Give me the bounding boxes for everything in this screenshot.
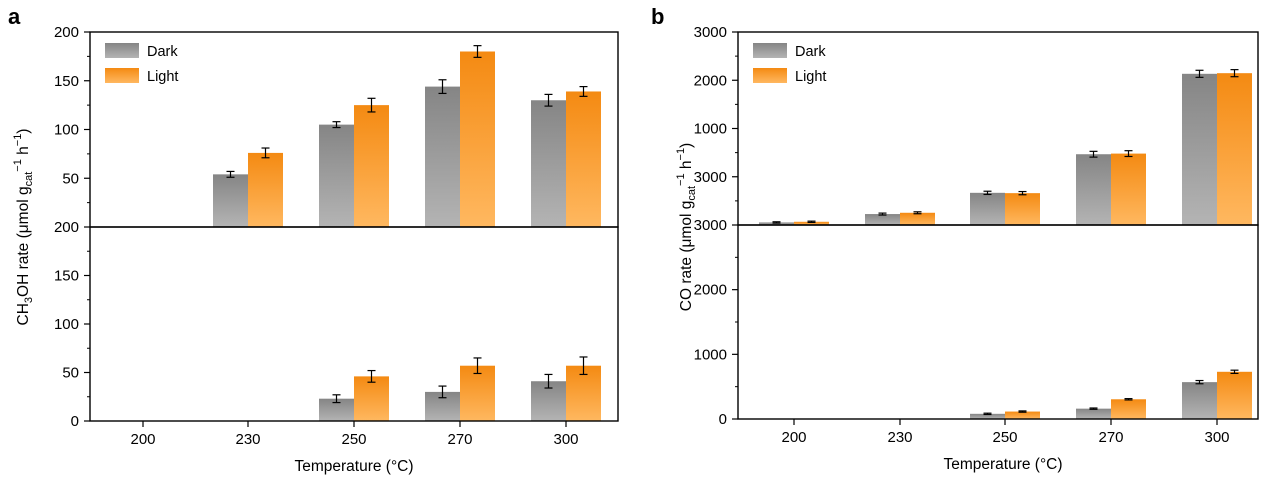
bar-pb-s0-light-300	[1217, 73, 1252, 225]
y-title-a-pre: CH	[15, 303, 32, 325]
y-tick-label-pa-s0-1: 100	[54, 122, 79, 139]
legend-label-pb-light: Light	[795, 69, 826, 85]
x-tick-label-pb-300: 300	[1204, 429, 1229, 446]
y-title-a-sup2: −1	[12, 134, 24, 147]
bar-pb-s0-dark-250	[970, 192, 1005, 225]
x-tick-label-pb-200: 200	[781, 429, 806, 446]
x-tick-label-pb-270: 270	[1098, 429, 1123, 446]
y-title-b-mid2: mol g	[678, 201, 695, 239]
legend-swatch-pb-dark	[753, 43, 787, 58]
y-title-a-mu: μ	[15, 224, 32, 233]
x-axis-title-b: Temperature (°C)	[943, 456, 1062, 473]
x-axis-title-a: Temperature (°C)	[294, 458, 413, 475]
bar-pa-s0-dark-250	[319, 124, 354, 227]
bar-pb-s0-dark-200	[759, 222, 794, 225]
bar-pa-s0-light-300	[566, 91, 601, 227]
y-tick-label-pa-s0-0: 50	[62, 170, 79, 187]
bar-pa-s0-light-270	[460, 51, 495, 227]
bar-pa-s1-dark-250	[319, 398, 354, 421]
y-tick-label-pa-s1-4: 200	[54, 219, 79, 236]
y-tick-label-pa-s1-3: 150	[54, 268, 79, 285]
x-tick-label-pa-250: 250	[341, 431, 366, 448]
legend-swatch-pa-dark	[105, 43, 139, 58]
y-tick-label-pb-s1-1: 1000	[694, 346, 727, 363]
y-tick-label-pb-s0-3: 3000	[694, 24, 727, 41]
x-tick-label-pa-300: 300	[553, 431, 578, 448]
panel-label-a: a	[8, 4, 21, 29]
y-tick-label-pa-s1-0: 0	[71, 413, 79, 430]
y-tick-label-pb-s1-0: 0	[719, 411, 727, 428]
y-tick-label-pa-s0-3: 200	[54, 24, 79, 41]
x-tick-label-pa-200: 200	[130, 431, 155, 448]
bar-pb-s0-dark-230	[865, 214, 900, 225]
bar-pa-s1-light-250	[354, 376, 389, 421]
y-title-b-sup: −1	[675, 173, 687, 186]
x-tick-label-pa-230: 230	[235, 431, 260, 448]
y-title-b-sub2: cat	[686, 186, 698, 201]
bar-pb-s0-dark-300	[1182, 73, 1217, 225]
bar-pa-s0-light-230	[248, 152, 283, 227]
y-tick-label-pb-s0-2: 2000	[694, 72, 727, 89]
legend-label-pb-dark: Dark	[795, 44, 826, 60]
y-title-a-end: h	[15, 146, 32, 159]
bar-pb-s1-light-250	[1005, 411, 1040, 419]
bar-pa-s0-dark-270	[425, 86, 460, 227]
y-title-b-close: )	[678, 143, 695, 148]
bar-pa-s0-dark-230	[213, 174, 248, 227]
y-title-a-sup: −1	[12, 159, 24, 172]
y-tick-label-pb-s1-2: 2000	[694, 282, 727, 299]
y-title-b-pre: CO rate (	[678, 247, 695, 312]
y-title-a-close: )	[15, 129, 32, 134]
x-tick-label-pb-250: 250	[992, 429, 1017, 446]
y-axis-title-a: CH3OH rate (μmol gcat−1 h−1)	[12, 129, 35, 326]
legend-label-pa-light: Light	[147, 69, 178, 85]
y-tick-label-pb-s0-1: 1000	[694, 121, 727, 138]
y-tick-label-pb-s1-3: 3000	[694, 217, 727, 234]
legend-label-pa-dark: Dark	[147, 44, 178, 60]
bar-pa-s0-dark-300	[531, 100, 566, 227]
legend-swatch-pa-light	[105, 68, 139, 83]
x-tick-label-pa-270: 270	[447, 431, 472, 448]
bar-pb-s0-light-250	[1005, 193, 1040, 225]
bar-pb-s1-light-300	[1217, 371, 1252, 419]
y-tick-label-pa-s0-2: 150	[54, 73, 79, 90]
y-title-b-end: h	[678, 160, 695, 173]
y-title-b-sup2: −1	[675, 148, 687, 161]
y-axis-title-b: CO rate (μmol gcat−1 h−1)	[675, 143, 698, 311]
bar-pa-s1-light-270	[460, 365, 495, 421]
bar-pb-s1-dark-270	[1076, 408, 1111, 419]
subplot-frame-pb-s1	[737, 224, 1259, 420]
bar-pb-s0-dark-270	[1076, 154, 1111, 225]
y-tick-label-pa-s1-1: 50	[62, 365, 79, 382]
y-title-a-sub1: 3	[23, 297, 35, 303]
bar-pb-s0-light-270	[1111, 153, 1146, 225]
bar-pa-s0-light-250	[354, 105, 389, 227]
y-title-a-mid2: mol g	[15, 186, 32, 224]
y-title-a-mid: OH rate (	[15, 232, 32, 297]
y-tick-label-pa-s1-2: 100	[54, 316, 79, 333]
panel-label-b: b	[651, 4, 664, 29]
y-title-a-sub2: cat	[23, 172, 35, 187]
legend-swatch-pb-light	[753, 68, 787, 83]
bar-pb-s0-light-200	[794, 221, 829, 225]
bar-pb-s0-light-230	[900, 212, 935, 225]
bar-pb-s1-dark-300	[1182, 382, 1217, 419]
y-title-b-mu: μ	[678, 239, 695, 248]
y-tick-label-pb-s0-0: 3000	[694, 169, 727, 186]
x-tick-label-pb-230: 230	[887, 429, 912, 446]
bar-pb-s1-dark-250	[970, 413, 1005, 419]
bar-pb-s1-light-270	[1111, 399, 1146, 419]
